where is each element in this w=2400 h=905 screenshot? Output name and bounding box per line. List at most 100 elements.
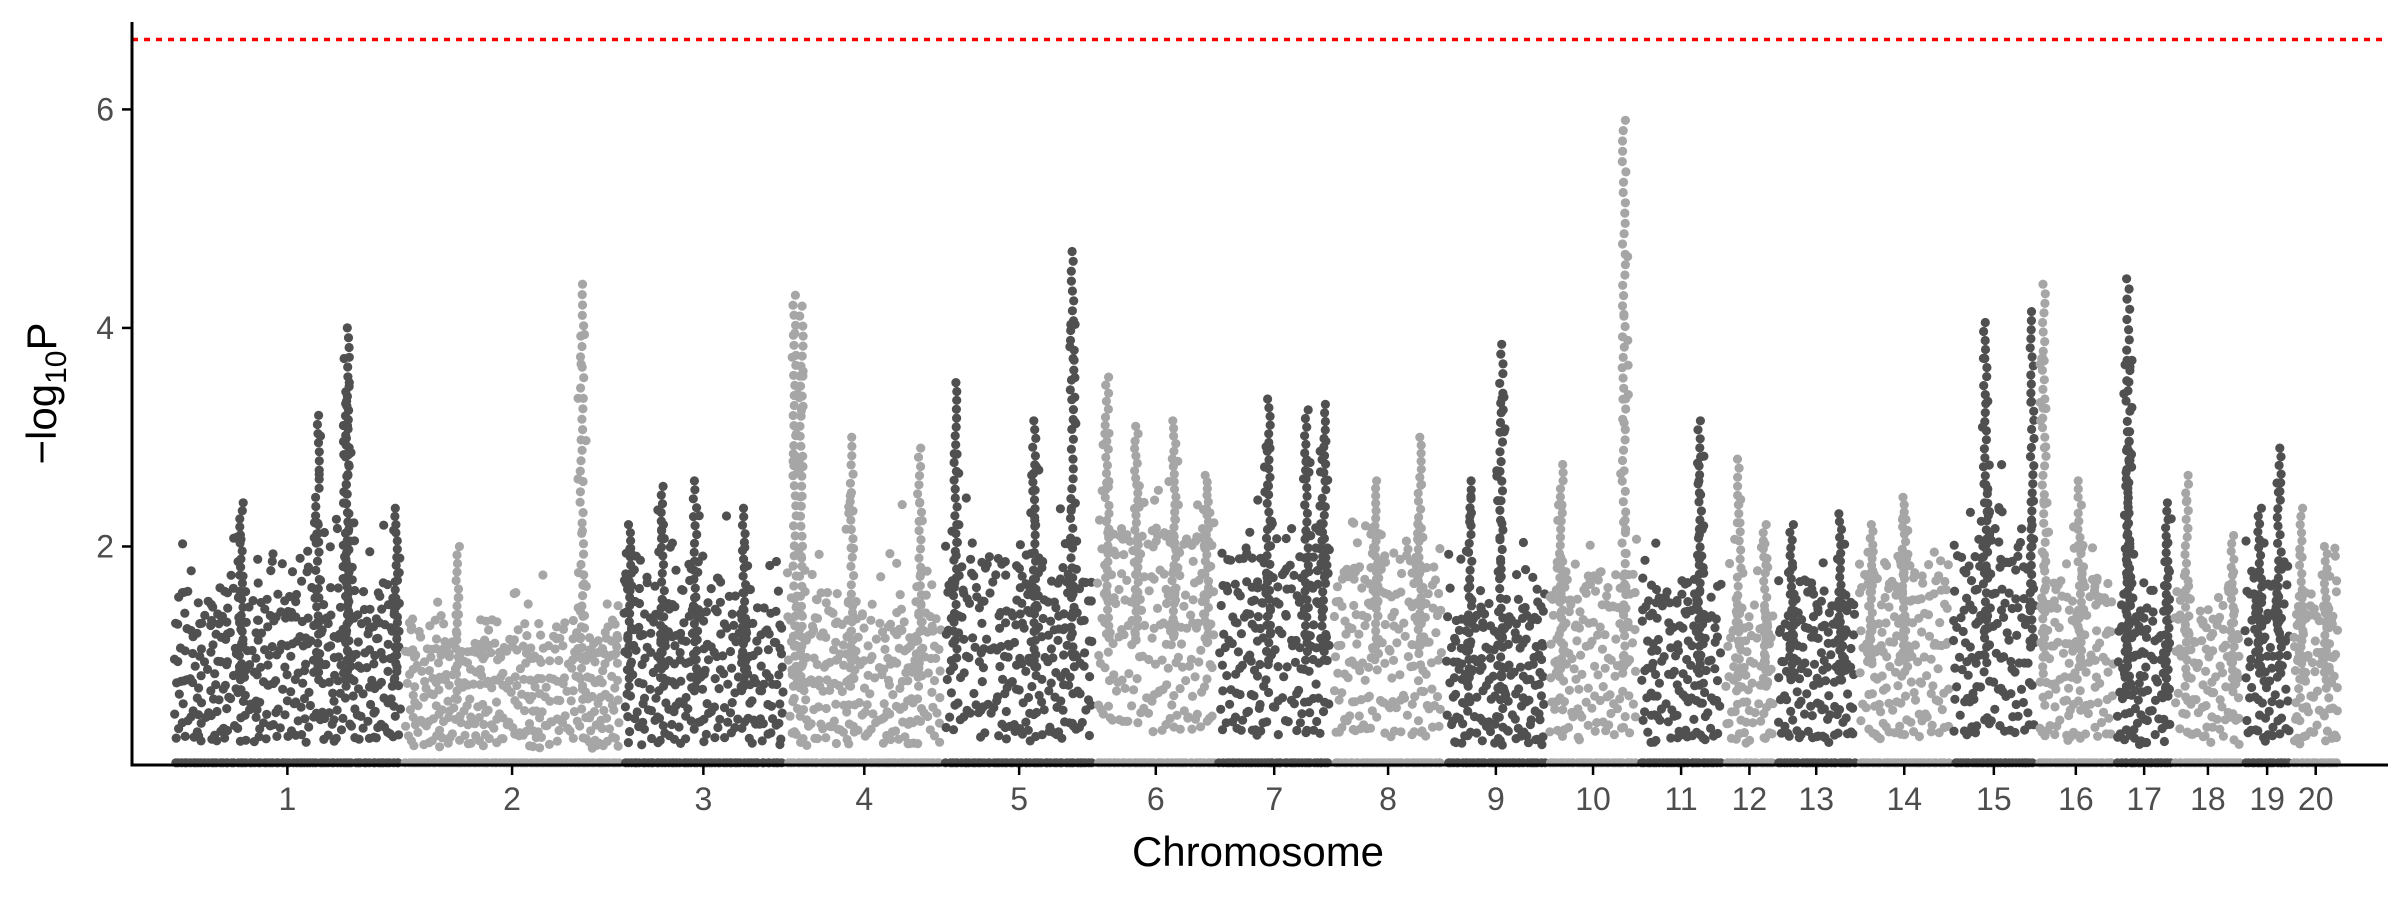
snp-point — [654, 547, 664, 557]
snp-point — [1031, 584, 1041, 595]
snp-point — [1400, 631, 1410, 641]
snp-point — [1807, 711, 1817, 721]
snp-point — [1485, 726, 1496, 737]
snp-point — [273, 704, 283, 714]
snp-point — [1476, 604, 1486, 614]
snp-point — [1918, 578, 1928, 588]
snp-point — [720, 733, 730, 743]
snp-point — [951, 404, 962, 414]
snp-point — [1169, 691, 1179, 701]
snp-point — [719, 669, 729, 679]
snp-point — [379, 520, 389, 530]
snp-point — [689, 476, 700, 486]
snp-point — [949, 555, 959, 565]
snp-point — [842, 707, 852, 717]
snp-point — [1133, 540, 1143, 550]
snp-point — [1265, 603, 1275, 613]
snp-point — [1463, 706, 1473, 716]
snp-point — [186, 566, 196, 576]
snp-point — [1556, 516, 1566, 526]
snp-point — [831, 738, 842, 749]
snp-point — [774, 670, 784, 680]
snp-point — [1856, 716, 1866, 726]
snp-point — [895, 590, 905, 600]
snp-point — [1623, 617, 1633, 627]
snp-point — [1683, 674, 1693, 685]
snp-point — [1387, 673, 1397, 683]
snp-point — [1638, 605, 1648, 615]
snp-point — [694, 511, 704, 521]
snp-point — [1510, 628, 1520, 638]
snp-point — [1086, 700, 1096, 710]
snp-point — [980, 728, 990, 738]
snp-point — [433, 597, 443, 607]
snp-point — [623, 712, 633, 722]
snp-point — [978, 663, 989, 673]
snp-point — [1922, 712, 1932, 722]
snp-point — [311, 585, 321, 595]
snp-point — [737, 681, 747, 691]
snp-point — [1249, 595, 1260, 605]
snp-point — [577, 414, 587, 424]
snp-point — [1332, 582, 1342, 592]
snp-point — [1337, 722, 1347, 733]
snp-point — [1323, 475, 1333, 485]
snp-point — [1318, 587, 1328, 597]
snp-point — [650, 581, 660, 591]
snp-point — [478, 741, 488, 751]
snp-point — [1536, 601, 1546, 612]
snp-point — [1046, 644, 1056, 654]
snp-point — [1125, 536, 1135, 546]
snp-point — [1026, 549, 1036, 559]
snp-point — [1037, 697, 1047, 707]
snp-point — [1311, 643, 1321, 653]
snp-point — [1466, 508, 1476, 518]
snp-point — [671, 565, 681, 575]
snp-point — [915, 544, 926, 554]
snp-point — [425, 621, 435, 631]
snp-point — [192, 628, 202, 638]
snp-point — [959, 634, 969, 644]
snp-point — [1416, 584, 1426, 595]
snp-point — [1695, 542, 1705, 552]
snp-point — [1593, 630, 1603, 640]
snp-point — [1832, 554, 1843, 564]
snp-point — [1337, 601, 1347, 612]
snp-point — [1223, 554, 1233, 565]
snp-point — [338, 713, 348, 724]
snp-point — [1498, 369, 1508, 379]
snp-point — [625, 586, 635, 596]
snp-point — [452, 567, 462, 577]
snp-point — [1526, 715, 1536, 725]
snp-point — [658, 721, 668, 731]
snp-point — [1391, 703, 1401, 713]
snp-point — [1466, 637, 1476, 647]
snp-point — [613, 633, 623, 644]
snp-point — [1606, 708, 1616, 719]
snp-point — [1602, 591, 1612, 601]
snp-point — [1409, 727, 1419, 737]
snp-point — [1628, 699, 1638, 709]
snp-point — [844, 739, 854, 749]
snp-point — [254, 732, 264, 742]
snp-point — [725, 708, 736, 718]
snp-point — [225, 627, 235, 638]
snp-point — [1695, 631, 1705, 641]
snp-point — [598, 666, 608, 676]
snp-point — [1789, 636, 1799, 646]
snp-point — [1624, 691, 1634, 701]
snp-point — [719, 703, 730, 713]
snp-point — [196, 736, 206, 746]
snp-point — [573, 603, 583, 613]
snp-point — [1449, 673, 1459, 683]
snp-point — [1875, 734, 1885, 744]
snp-point — [538, 570, 548, 580]
snp-point — [1290, 657, 1300, 668]
snp-point — [599, 649, 610, 659]
snp-point — [1124, 669, 1134, 679]
snp-point — [1109, 670, 1119, 680]
snp-point — [199, 657, 210, 667]
snp-point — [444, 680, 454, 690]
snp-point — [1127, 701, 1137, 711]
snp-point — [407, 622, 417, 632]
